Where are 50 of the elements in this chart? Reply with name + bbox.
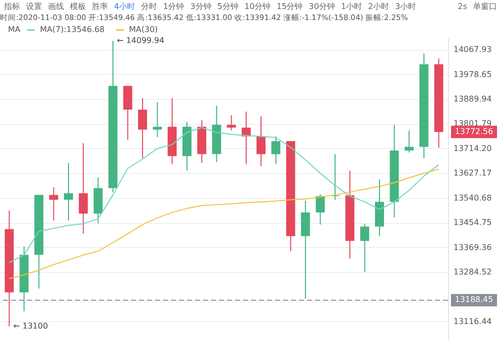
annotation: ← 14099.94 [116, 36, 164, 45]
y-tick-label: 13889.94 [454, 94, 492, 104]
text: 画线 [48, 1, 64, 12]
y-tick-label: 13627.17 [454, 168, 492, 178]
text: 5分钟 [217, 1, 238, 12]
y-tick-label: 13369.36 [454, 242, 492, 252]
text: 1小时 [340, 1, 362, 12]
candlestick [300, 200, 310, 300]
ref-line-label: 13188.45 [454, 295, 494, 304]
candlestick [316, 194, 325, 226]
candlestick [242, 111, 251, 165]
y-tick-label: 13540.68 [454, 193, 492, 202]
y-tick-label: 13454.75 [454, 218, 492, 228]
y-tick-label: 13801.79 [454, 119, 492, 128]
text: 3分钟 [190, 1, 212, 12]
candlestick [64, 162, 73, 222]
candlestick [78, 142, 88, 234]
text: 2小时 [368, 1, 390, 12]
candlestick [256, 116, 266, 167]
candlestick [123, 85, 132, 140]
text: 设置 [26, 1, 42, 12]
legend-label: MA(7):13546.68 [40, 25, 105, 34]
text: 1分钟 [163, 1, 184, 12]
text: 胜率 [92, 1, 108, 12]
candlestick [49, 186, 58, 222]
y-tick-label: 13714.20 [454, 144, 492, 153]
text: 分时 [141, 1, 158, 12]
candlestick [360, 223, 370, 273]
text: 13772.56 [454, 126, 494, 136]
text: 4小时 [114, 1, 136, 12]
legend-title: MA [8, 25, 21, 34]
text: 模板 [70, 1, 86, 12]
text: 指标 [4, 1, 20, 12]
candlestick [138, 98, 148, 159]
line-series [8, 127, 440, 264]
y-tick-label: 13116.44 [454, 316, 492, 326]
line-series [8, 168, 440, 280]
candlestick [271, 136, 280, 165]
text: 30分钟 [308, 1, 335, 12]
y-tick-label: 13978.65 [454, 70, 492, 79]
text: 3小时 [395, 1, 416, 12]
candlestick [404, 130, 414, 153]
annotation: ← 13100 [13, 321, 48, 330]
text: 10分钟 [244, 1, 271, 12]
text: 15分钟 [276, 1, 303, 12]
legend-label: MA(30) [129, 25, 158, 34]
y-tick-label: 13284.52 [454, 268, 492, 277]
text: 2s [458, 2, 467, 11]
y-tick-label: 14067.93 [454, 45, 492, 54]
text: 单窗口 [473, 1, 497, 12]
